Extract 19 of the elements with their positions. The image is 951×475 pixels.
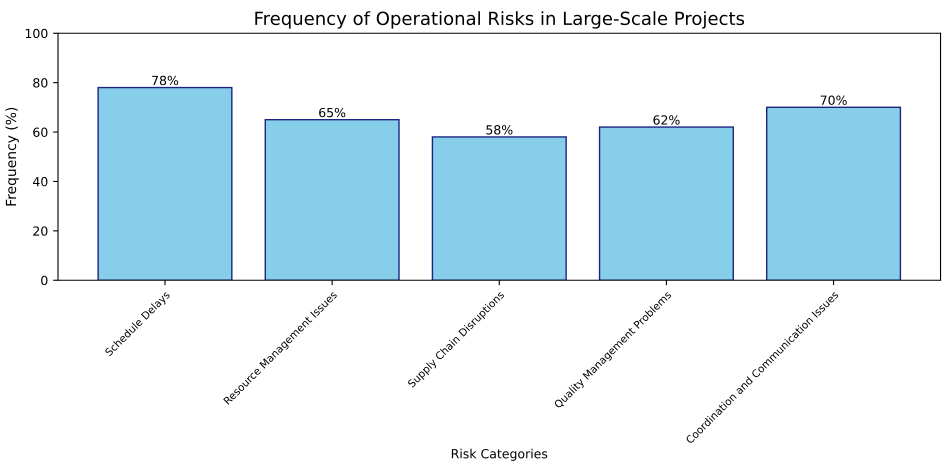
bar <box>766 106 902 280</box>
y-tick-label: 40 <box>32 176 48 186</box>
bar <box>432 136 567 280</box>
bar <box>598 126 734 280</box>
y-tick-label: 80 <box>33 78 48 88</box>
data-label: 58% <box>486 125 512 135</box>
chart-title: Frequency of Operational Risks in Large-Scale Projects <box>255 11 744 29</box>
x-axis-title: Risk Categories <box>452 448 548 461</box>
y-tick-label: 0 <box>41 276 48 286</box>
data-label: 78% <box>152 76 178 86</box>
y-axis-title: Frequency (%) <box>5 108 19 206</box>
data-label: 65% <box>319 108 346 118</box>
y-tick-label: 20 <box>33 226 48 236</box>
bar <box>97 86 233 280</box>
y-tick-label: 100 <box>26 28 48 38</box>
data-label: 62% <box>653 115 680 125</box>
data-label: 70% <box>820 95 847 105</box>
bar <box>264 119 400 280</box>
y-tick-label: 60 <box>33 128 48 137</box>
